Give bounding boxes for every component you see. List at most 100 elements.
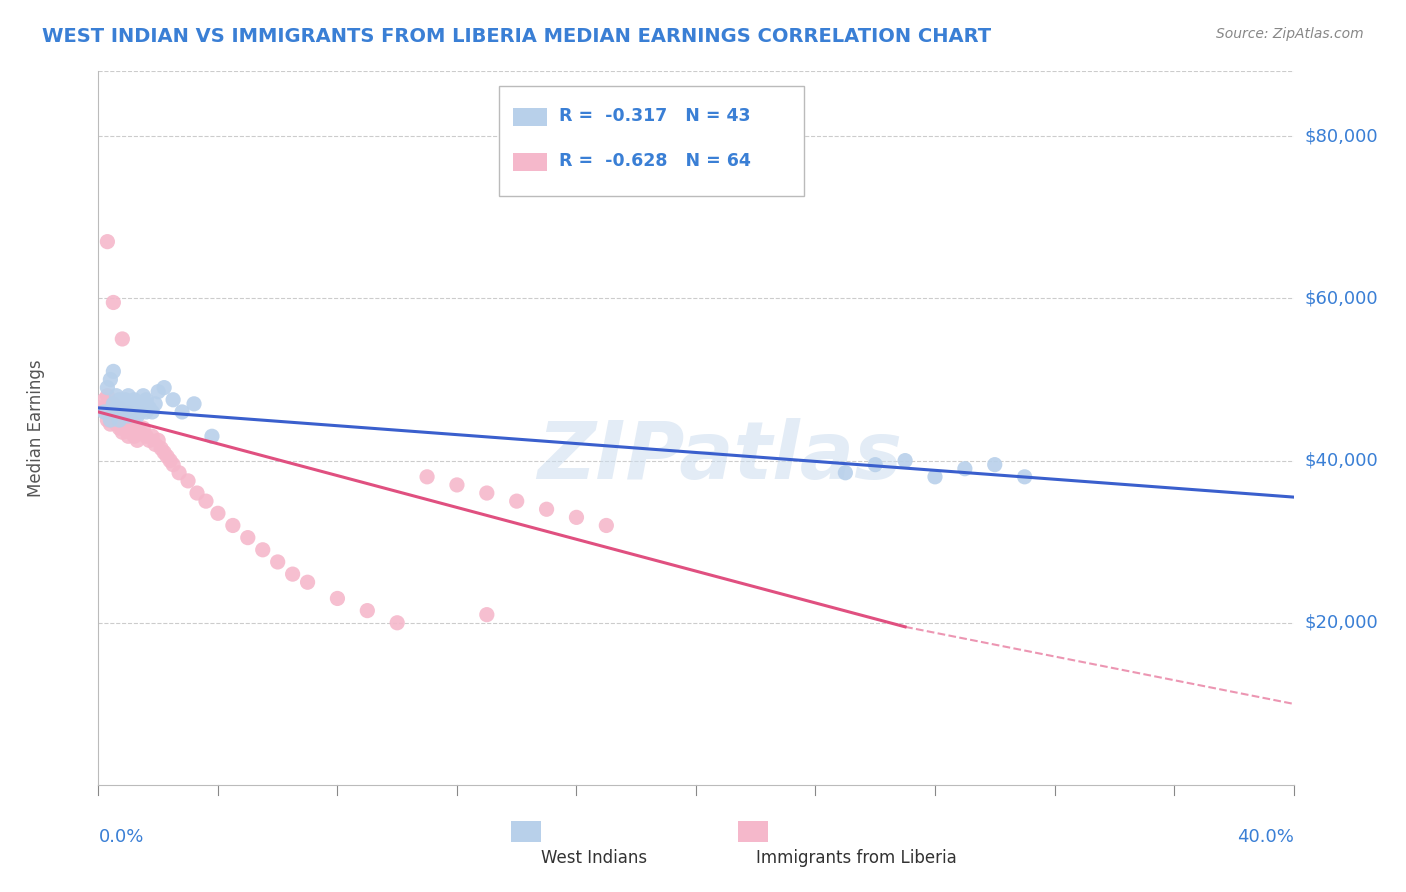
Point <box>108 413 131 427</box>
Text: R =  -0.317   N = 43: R = -0.317 N = 43 <box>558 107 749 125</box>
Text: $60,000: $60,000 <box>1305 289 1378 308</box>
Point <box>108 401 131 415</box>
Point <box>124 429 146 443</box>
Point <box>236 531 259 545</box>
Point <box>536 502 558 516</box>
Point <box>924 470 946 484</box>
Point <box>90 401 112 415</box>
Point <box>506 494 529 508</box>
Point <box>186 486 208 500</box>
Point <box>356 604 378 618</box>
Point <box>105 417 128 431</box>
Point <box>103 397 125 411</box>
Text: $80,000: $80,000 <box>1305 128 1378 145</box>
Point <box>93 405 115 419</box>
Point <box>124 417 146 431</box>
Point <box>129 405 152 419</box>
Point <box>132 389 155 403</box>
Point <box>385 615 409 630</box>
Point <box>117 409 139 423</box>
Point <box>143 437 166 451</box>
Point <box>103 364 125 378</box>
Point <box>222 518 245 533</box>
Point <box>153 381 176 395</box>
Point <box>120 413 142 427</box>
Point <box>865 458 887 472</box>
Text: Immigrants from Liberia: Immigrants from Liberia <box>756 849 956 867</box>
Point <box>153 445 176 459</box>
Point <box>207 506 229 520</box>
Point <box>141 405 163 419</box>
Text: West Indians: West Indians <box>541 849 647 867</box>
Point <box>117 417 139 431</box>
Point <box>114 392 136 407</box>
Point <box>114 413 136 427</box>
FancyBboxPatch shape <box>499 86 804 196</box>
Point <box>162 458 184 472</box>
Point <box>103 409 125 423</box>
Point <box>132 421 155 435</box>
Point <box>326 591 349 606</box>
Point <box>127 434 149 448</box>
Point <box>124 401 146 415</box>
Point <box>111 332 134 346</box>
Point <box>111 413 134 427</box>
FancyBboxPatch shape <box>738 821 768 842</box>
Point <box>834 466 856 480</box>
Point <box>96 389 118 403</box>
Point <box>93 392 115 407</box>
Point <box>127 409 149 423</box>
Point <box>105 401 128 415</box>
Text: Source: ZipAtlas.com: Source: ZipAtlas.com <box>1216 27 1364 41</box>
Point <box>475 486 498 500</box>
Point <box>96 413 118 427</box>
Point <box>172 405 194 419</box>
Text: $40,000: $40,000 <box>1305 451 1378 469</box>
Point <box>984 458 1007 472</box>
Text: Median Earnings: Median Earnings <box>27 359 45 497</box>
Point <box>103 295 125 310</box>
Point <box>127 421 149 435</box>
Point <box>98 413 122 427</box>
Point <box>252 542 274 557</box>
Point <box>148 434 170 448</box>
Point <box>114 421 136 435</box>
Point <box>105 389 128 403</box>
Text: 40.0%: 40.0% <box>1237 828 1294 846</box>
Point <box>135 429 157 443</box>
Point <box>98 372 122 386</box>
Point <box>953 461 976 475</box>
Point <box>894 453 917 467</box>
Point <box>162 392 184 407</box>
Point <box>127 397 149 411</box>
Point <box>108 409 131 423</box>
Point <box>138 434 160 448</box>
Point <box>135 392 157 407</box>
Point <box>103 401 125 415</box>
Point <box>120 397 142 411</box>
Point <box>135 405 157 419</box>
Point <box>124 392 146 407</box>
Point <box>565 510 588 524</box>
Text: ZIPatlas: ZIPatlas <box>537 417 903 496</box>
Point <box>156 450 179 464</box>
Point <box>267 555 290 569</box>
FancyBboxPatch shape <box>513 153 547 170</box>
Point <box>141 429 163 443</box>
Point <box>150 442 173 456</box>
Point <box>281 567 304 582</box>
Point <box>195 494 218 508</box>
Point <box>183 397 205 411</box>
Point <box>111 425 134 440</box>
Point <box>111 401 134 415</box>
Point <box>129 425 152 440</box>
Point <box>108 405 131 419</box>
Point <box>475 607 498 622</box>
Point <box>120 405 142 419</box>
Point <box>108 392 131 407</box>
Point <box>98 417 122 431</box>
Point <box>446 478 468 492</box>
Point <box>105 405 128 419</box>
Point <box>117 405 139 419</box>
Point <box>167 466 190 480</box>
